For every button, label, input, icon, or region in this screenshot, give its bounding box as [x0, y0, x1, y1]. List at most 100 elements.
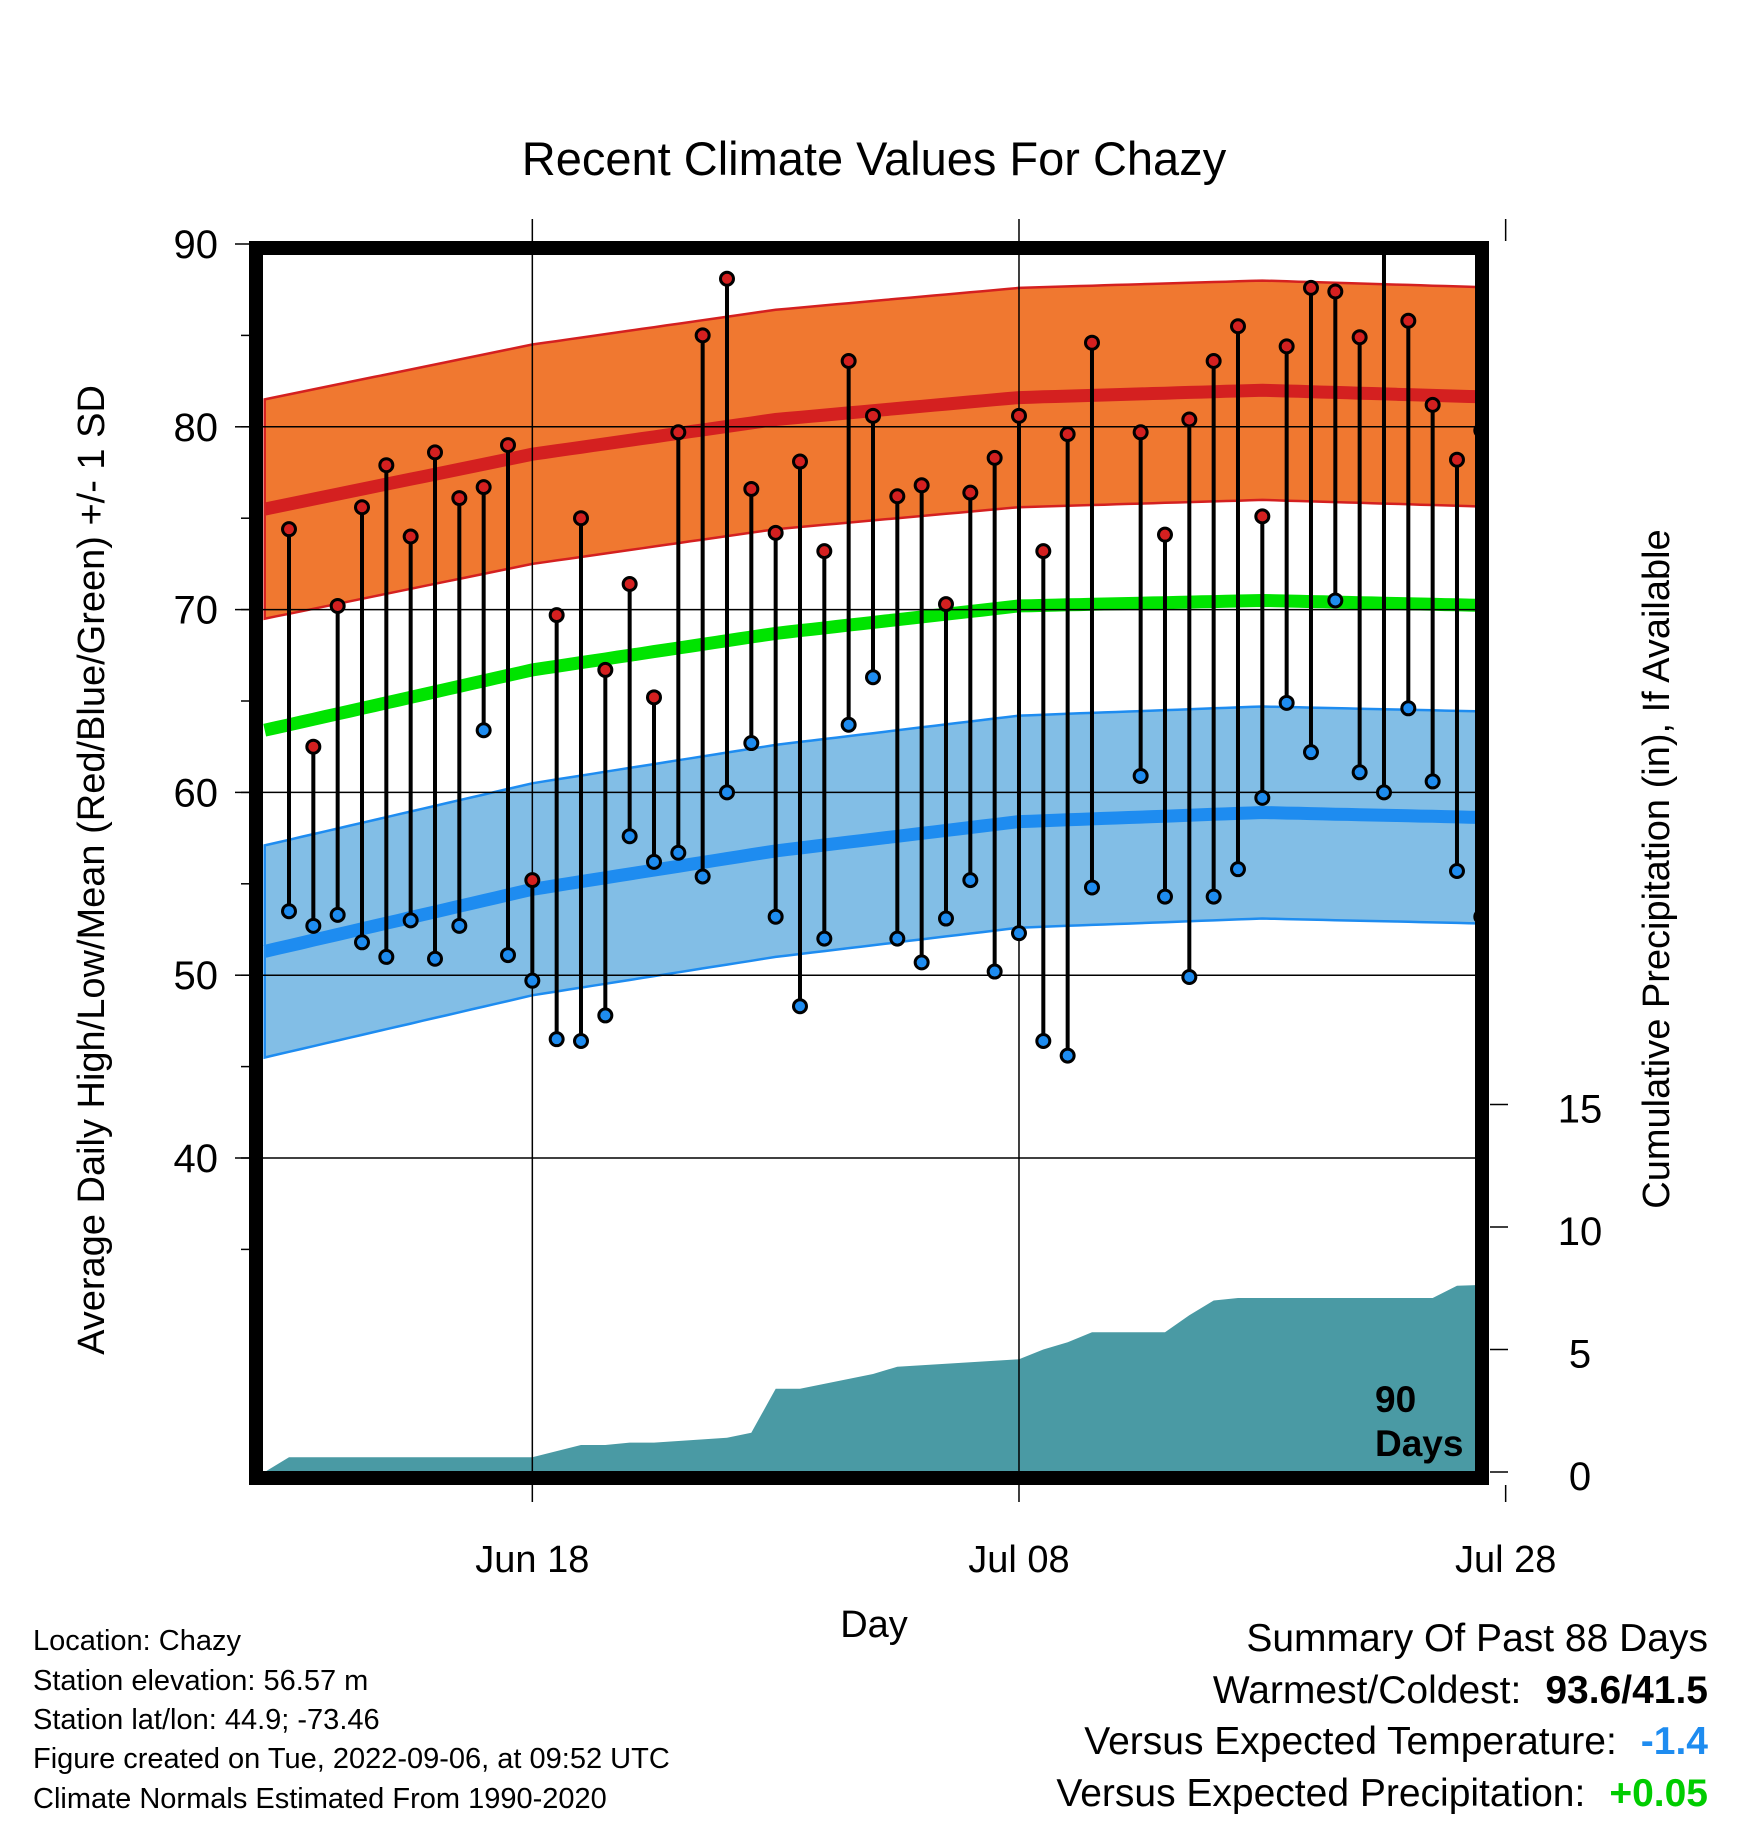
x-tick-label: Jul 08 [968, 1539, 1069, 1581]
daily-high-point [305, 738, 322, 755]
daily-low-point [1059, 1047, 1076, 1064]
daily-high-point [1010, 407, 1027, 424]
info-latlon: Station lat/lon: 44.9; -73.46 [33, 1704, 380, 1736]
daily-low-point [402, 912, 419, 929]
daily-low-point [1572, 896, 1585, 909]
daily-low-point [1229, 861, 1246, 878]
daily-high-point [1448, 451, 1465, 468]
info-elevation: Station elevation: 56.57 m [33, 1665, 369, 1697]
daily-low-point [767, 908, 784, 925]
daily-low-point [1694, 806, 1707, 819]
daily-high-point [499, 437, 516, 454]
daily-low-point [913, 954, 930, 971]
daily-high-point [524, 872, 541, 889]
normal-low-line [263, 805, 1476, 958]
plot-frame [249, 241, 1489, 1485]
daily-low-point [986, 963, 1003, 980]
daily-high-point [378, 457, 395, 474]
daily-high-point [694, 327, 711, 344]
chart-title: Recent Climate Values For Chazy [522, 132, 1227, 185]
daily-high-point [986, 449, 1003, 466]
daily-dots [281, 172, 1748, 1064]
y2-tick-label: 5 [1569, 1333, 1591, 1377]
daily-high-point [451, 490, 468, 507]
warmest-coldest-value: 93.6/41.5 [1545, 1669, 1708, 1712]
daily-high-point [864, 407, 881, 424]
daily-low-point [499, 947, 516, 964]
daily-low-point [1302, 744, 1319, 761]
y-tick-label: 80 [174, 406, 219, 450]
temp-vs-expected-value: -1.4 [1640, 1720, 1708, 1763]
precip-area [264, 1285, 1476, 1472]
daily-low-point [329, 906, 346, 923]
y-tick-label: 50 [174, 954, 219, 998]
daily-low-point [353, 934, 370, 951]
y-tick-label: 40 [174, 1137, 219, 1181]
daily-low-point [718, 784, 735, 801]
daily-high-point [621, 576, 638, 593]
daily-high-point [1523, 422, 1536, 435]
daily-low-point [889, 930, 906, 947]
daily-low-point [645, 853, 662, 870]
daily-low-point [1181, 969, 1198, 986]
daily-high-point [1718, 252, 1731, 265]
high-sd-band [263, 279, 1476, 621]
daily-low-point [524, 972, 541, 989]
precip-vs-expected-value: +0.05 [1609, 1772, 1708, 1815]
daily-low-point [305, 917, 322, 934]
daily-low-point [1718, 852, 1731, 865]
y-tick-label: 70 [174, 589, 219, 633]
daily-high-point [962, 484, 979, 501]
y-tick-label: 90 [174, 223, 219, 267]
today-days-word: Days [1375, 1423, 1463, 1464]
daily-low-point [281, 903, 297, 920]
summary-temp: Versus Expected Temperature: -1.4 [1084, 1722, 1708, 1761]
daily-high-point [1181, 411, 1198, 428]
low-sd-band [263, 705, 1476, 1060]
daily-high-point [1254, 508, 1271, 525]
daily-high-point [1229, 318, 1246, 335]
daily-high-point [1205, 352, 1222, 369]
daily-low-point [694, 868, 711, 885]
temp-vs-expected-label: Versus Expected Temperature: [1084, 1720, 1617, 1763]
daily-high-point [1742, 172, 1748, 185]
precip-vs-expected-label: Versus Expected Precipitation: [1056, 1772, 1586, 1815]
info-normals: Climate Normals Estimated From 1990-2020 [33, 1783, 607, 1815]
daily-high-point [913, 477, 930, 494]
daily-high-point [402, 528, 419, 545]
daily-low-point [840, 716, 857, 733]
daily-low-point [962, 872, 979, 889]
daily-low-point [475, 722, 492, 739]
daily-low-point [548, 1031, 565, 1048]
y-axis-label: Average Daily High/Low/Mean (Red/Blue/Gr… [71, 385, 113, 1355]
x-tick-label: Jul 28 [1455, 1539, 1556, 1581]
daily-high-point [840, 352, 857, 369]
daily-high-point [1645, 398, 1658, 411]
daily-high-point [475, 479, 492, 496]
daily-low-point [1254, 789, 1271, 806]
summary-warmest-coldest: Warmest/Coldest: 93.6/41.5 [1213, 1671, 1708, 1710]
y2-tick-label: 15 [1558, 1088, 1603, 1132]
daily-low-point [864, 669, 881, 686]
daily-high-point [1156, 526, 1173, 543]
daily-low-point [791, 998, 808, 1015]
daily-low-point [1010, 925, 1027, 942]
daily-high-point [767, 524, 784, 541]
y-tick-label: 60 [174, 771, 219, 815]
daily-low-point [1156, 888, 1173, 905]
daily-high-point [572, 510, 589, 527]
daily-high-point [1596, 327, 1609, 340]
daily-low-point [1742, 643, 1748, 656]
y2-tick-label: 10 [1558, 1210, 1603, 1254]
daily-low-point [1523, 737, 1536, 750]
daily-low-point [1548, 848, 1561, 861]
daily-high-point [1499, 356, 1512, 369]
daily-low-point [1351, 764, 1368, 781]
warmest-coldest-label: Warmest/Coldest: [1212, 1669, 1522, 1712]
info-created: Figure created on Tue, 2022-09-06, at 09… [33, 1743, 670, 1775]
daily-stems [287, 254, 1459, 1056]
daily-high-point [1327, 283, 1344, 300]
daily-low-point [572, 1033, 589, 1050]
summary-title: Summary Of Past 88 Days [1246, 1619, 1708, 1658]
